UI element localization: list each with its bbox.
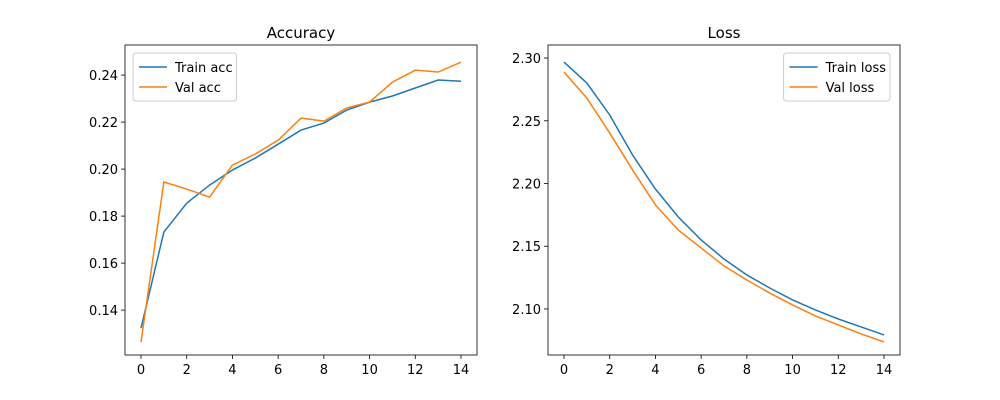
y-tick-label: 2.20 <box>512 178 541 193</box>
line-series <box>140 79 462 329</box>
chart-title: Loss <box>708 24 741 42</box>
chart-title: Accuracy <box>267 24 336 42</box>
x-tick-label: 14 <box>876 363 893 378</box>
subplot: Loss 0 2 4 6 8 10 12 14 2.10 2.15 2.20 2.25 2.30 Train… <box>512 24 901 378</box>
subplot: Accuracy 0 2 4 6 8 10 12 14 0.14 0.16 0.18 0.20 0.22 0… <box>89 24 478 378</box>
legend: Train loss Val loss <box>783 52 891 102</box>
legend-label: Train loss <box>825 61 887 76</box>
x-tick-label: 6 <box>274 363 282 378</box>
x-tick-label: 10 <box>361 363 378 378</box>
y-tick-label: 0.14 <box>89 304 118 319</box>
y-tick-label: 0.18 <box>89 210 118 225</box>
x-tick-label: 4 <box>228 363 236 378</box>
x-tick-label: 8 <box>320 363 328 378</box>
x-tick-label: 10 <box>784 363 801 378</box>
x-tick-label: 0 <box>560 363 568 378</box>
legend-label: Val loss <box>826 81 875 96</box>
x-tick-label: 12 <box>407 363 424 378</box>
x-tick-label: 14 <box>453 363 470 378</box>
x-tick-label: 12 <box>830 363 847 378</box>
plot-frame <box>124 44 478 356</box>
line-series <box>563 71 885 343</box>
y-tick-label: 2.10 <box>512 303 541 318</box>
legend-label: Val acc <box>175 81 221 96</box>
legend-frame <box>783 52 891 102</box>
y-tick-label: 0.20 <box>89 163 118 178</box>
y-tick-label: 2.30 <box>512 52 541 67</box>
x-tick-label: 4 <box>651 363 659 378</box>
y-tick-label: 2.15 <box>512 240 541 255</box>
x-tick-label: 0 <box>137 363 145 378</box>
x-tick-label: 2 <box>183 363 191 378</box>
y-tick-label: 0.22 <box>89 116 118 131</box>
x-tick-label: 8 <box>743 363 751 378</box>
legend: Train acc Val acc <box>132 52 238 102</box>
y-tick-label: 0.24 <box>89 69 118 84</box>
line-series <box>140 61 462 343</box>
legend-frame <box>132 52 238 102</box>
legend-label: Train acc <box>174 61 233 76</box>
line-series <box>563 61 885 336</box>
y-tick-label: 2.25 <box>512 115 541 130</box>
y-tick-label: 0.16 <box>89 257 118 272</box>
x-tick-label: 6 <box>697 363 705 378</box>
plot-frame <box>547 44 901 356</box>
x-tick-label: 2 <box>606 363 614 378</box>
